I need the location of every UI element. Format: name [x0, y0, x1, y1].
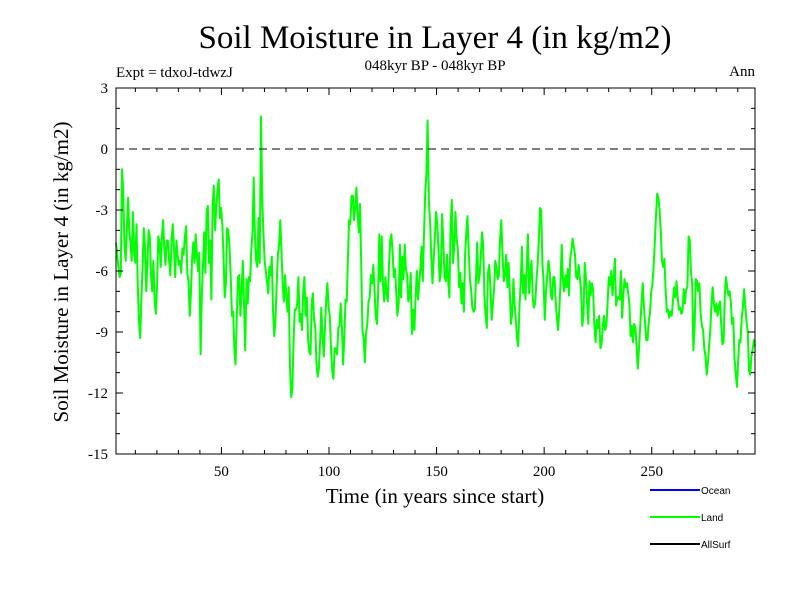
y-tick-label: -15	[88, 447, 108, 463]
plot-area: 50 100 150 200 250 3 0 -3 -6 -9 -12 -15	[88, 81, 756, 480]
x-tick-label: 50	[214, 464, 229, 480]
y-tick-label: -6	[96, 264, 109, 280]
experiment-label: Expt = tdxoJ-tdwzJ	[116, 65, 233, 81]
y-tick-label: -9	[96, 325, 109, 341]
x-tick-label: 150	[425, 464, 448, 480]
chart-subtitle: 048kyr BP - 048kyr BP	[364, 58, 505, 74]
y-axis: 3 0 -3 -6 -9 -12 -15	[88, 81, 755, 463]
legend-label-allsurf: AllSurf	[701, 540, 731, 551]
legend-label-land: Land	[701, 513, 723, 524]
y-tick-label: -12	[88, 386, 108, 402]
y-tick-label: -3	[96, 203, 109, 219]
series-layer	[115, 115, 756, 399]
y-tick-label: 0	[101, 142, 109, 158]
chart-title: Soil Moisture in Layer 4 (in kg/m2)	[199, 20, 672, 56]
legend: Ocean Land AllSurf	[650, 486, 731, 551]
x-tick-label: 200	[533, 464, 556, 480]
legend-label-ocean: Ocean	[701, 486, 730, 497]
x-tick-label: 100	[318, 464, 341, 480]
x-axis-label: Time (in years since start)	[326, 484, 545, 508]
series-line-land	[115, 115, 756, 399]
x-tick-label: 250	[640, 464, 663, 480]
y-axis-label: Soil Moisture in Layer 4 (in kg/m2)	[49, 122, 73, 423]
x-axis: 50 100 150 200 250	[134, 88, 739, 480]
season-label: Ann	[729, 64, 755, 80]
y-tick-label: 3	[101, 81, 109, 97]
